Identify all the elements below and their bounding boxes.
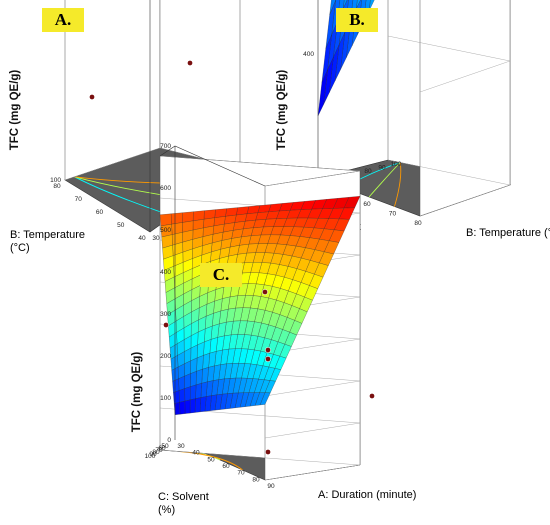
y-tick-label: 80 [53,183,61,190]
z-tick-label: 100 [160,395,171,402]
chart-panel-c: 0100200300400500600700304050607080905060… [131,143,416,516]
x-tick-label: 40 [192,450,200,457]
surface-cell [190,371,197,387]
z-tick-label: 0 [167,437,171,444]
surface-cell [184,386,191,402]
x-tick-label: 80 [414,220,422,227]
design-point [265,356,271,362]
z-tick-label: 400 [160,269,171,276]
contour-line [368,162,401,198]
surface-cell [196,355,204,372]
design-point [187,60,193,66]
x-tick-label: 70 [237,470,245,477]
y-tick-label: 50 [117,222,125,229]
y-tick-label: 100 [145,453,156,460]
x-tick-label: 80 [252,476,260,483]
surface-cell [190,384,197,400]
surface-cell [190,357,198,374]
y-tick-label: 90 [149,451,157,458]
panel-label: A. [55,10,72,29]
z-tick-label: 400 [303,51,314,58]
y-tick-label: 80 [364,168,372,175]
z-axis-title: TFC (mg QE/g) [131,352,143,433]
wall-gridline [159,155,361,187]
surface-cell [203,339,212,356]
surface-cell [195,369,203,386]
design-point [265,449,271,455]
x-tick-label: 70 [389,211,397,218]
y-tick-label: 70 [75,196,83,203]
z-tick-label: 600 [160,185,171,192]
x-tick-label: 60 [363,201,371,208]
surface-cell [173,390,180,404]
frame-edge [159,145,266,187]
y-tick-label: 60 [158,445,166,452]
surface-cell [182,211,194,223]
response-surface [159,196,361,415]
y-axis-title: C: Solvent [158,491,209,503]
surface-cell [170,212,183,225]
panel-label-box [336,8,378,32]
wall-gridline [387,35,511,93]
surface-cell [317,69,328,117]
x-tick-label: 90 [267,483,275,490]
surface-cell [194,397,201,413]
contour-line [394,162,402,207]
z-axis-title: TFC (mg QE/g) [276,70,288,151]
panel-label-box [200,263,242,287]
surface-cell [189,398,196,414]
design-point [262,289,268,295]
z-tick-label: 300 [160,311,171,318]
surface-cell [159,213,172,227]
side-wall [419,0,511,217]
surface-cell [368,0,375,12]
x-axis-title: B: Temperature (°C) [466,227,550,239]
surface-cell [195,383,202,399]
surface-cell [202,353,210,370]
y-tick-label: 50 [161,443,169,450]
surface-cell [200,381,208,398]
x-tick-label: 60 [222,463,230,470]
y-tick-label: 60 [96,209,104,216]
response-surface [317,0,375,117]
design-point [369,393,375,399]
y-tick-label: 100 [391,161,402,168]
surface-cell [184,373,191,389]
chart-panel-b: 2004006008001000120014004050607080506070… [276,0,550,246]
y-axis-title-unit: (°C) [10,242,30,254]
z-axis-title: TFC (mg QE/g) [9,70,21,151]
x-tick-label: 30 [152,235,160,242]
panel-label-box [42,8,84,32]
design-point [163,322,169,328]
z-tick-label: 500 [160,227,171,234]
y-tick-label: 80 [152,449,160,456]
surface-cell [178,375,185,391]
design-point [89,94,95,100]
panel-label: B. [349,10,365,29]
z-tick-label: 100 [50,177,61,184]
wall-gridline [387,159,511,217]
surface-cell [179,400,186,415]
side-wall [159,0,241,169]
surface-cell [184,399,191,414]
y-tick-label: 70 [155,447,163,454]
z-tick-label: 200 [160,353,171,360]
design-point [265,347,271,353]
y-axis-title: B: Temperature [10,229,85,241]
x-tick-label: 50 [207,456,215,463]
surface-cell [201,367,209,384]
y-tick-label: 90 [378,165,386,172]
wall-gridline [159,407,361,439]
surface-cell [174,402,181,415]
contour-line [74,176,173,217]
x-axis-title: A: Duration (minute) [318,489,416,501]
x-tick-label: 30 [177,443,185,450]
panel-label: C. [213,265,230,284]
surface-cell [178,388,185,403]
y-tick-label: 40 [138,235,146,242]
wall-gridline [159,449,361,481]
z-tick-label: 700 [160,143,171,150]
y-axis-title-unit: (%) [158,504,175,516]
